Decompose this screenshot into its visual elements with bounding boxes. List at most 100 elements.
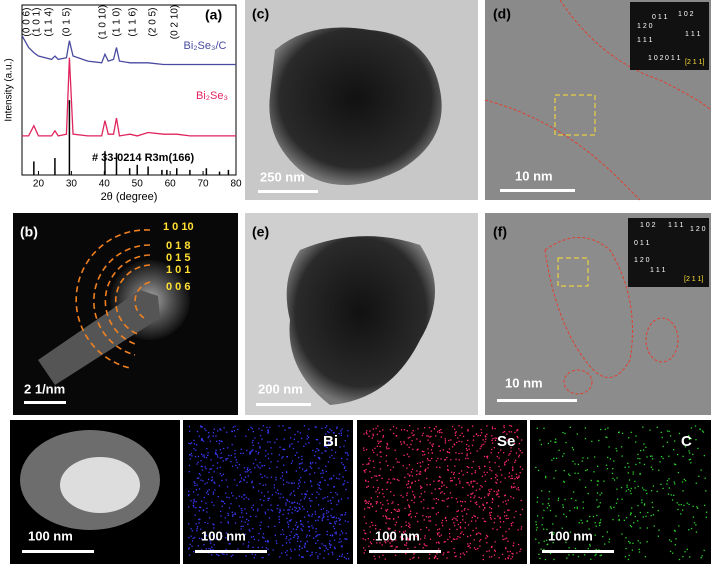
map-dot [334, 521, 336, 523]
map-dot [408, 464, 411, 466]
map-dot [428, 557, 430, 560]
map-dot [451, 497, 453, 499]
map-dot [201, 466, 203, 468]
x-tick-label: 40 [99, 179, 111, 190]
map-dot [491, 497, 494, 500]
map-dot [430, 449, 433, 451]
map-dot [688, 529, 690, 531]
map-dot [240, 452, 242, 455]
map-dot [475, 433, 478, 435]
map-dot [447, 497, 450, 499]
map-dot [510, 431, 513, 433]
map-dot [216, 467, 218, 469]
map-dot [299, 481, 301, 483]
map-dot [402, 538, 404, 540]
map-dot [413, 556, 415, 559]
map-dot [275, 476, 277, 479]
map-dot [290, 437, 292, 439]
map-dot [283, 438, 285, 440]
map-dot [265, 450, 267, 452]
map-dot [464, 507, 466, 510]
map-dot [196, 526, 199, 528]
map-dot [563, 513, 565, 515]
map-dot [218, 442, 221, 445]
map-dot [259, 467, 261, 469]
map-dot [466, 471, 468, 474]
map-dot [329, 442, 332, 444]
map-dot [400, 443, 403, 445]
map-dot [429, 520, 432, 522]
map-dot [394, 524, 396, 526]
map-dot [326, 510, 328, 512]
map-dot [464, 500, 466, 503]
map-dot [386, 518, 388, 520]
map-dot [323, 550, 326, 552]
map-dot [516, 552, 518, 554]
map-dot [637, 453, 639, 456]
map-dot [418, 473, 420, 475]
map-dot [634, 515, 636, 518]
map-dot [327, 484, 329, 486]
map-dot [366, 501, 368, 503]
map-dot [327, 430, 329, 433]
map-dot [315, 462, 317, 464]
map-dot [646, 456, 648, 458]
map-dot [410, 516, 413, 518]
map-dot [431, 444, 433, 446]
map-dot [635, 441, 637, 443]
map-dot [678, 558, 681, 561]
map-dot [467, 524, 470, 526]
map-dot [694, 425, 697, 427]
map-dot [329, 428, 331, 430]
map-dot [219, 428, 221, 430]
map-dot [437, 457, 439, 460]
map-dot [635, 463, 637, 466]
map-dot [447, 538, 449, 541]
map-dot [247, 467, 249, 469]
map-dot [473, 539, 475, 541]
map-dot [322, 497, 324, 500]
map-dot [201, 426, 203, 428]
map-dot [504, 538, 506, 540]
map-dot [277, 460, 279, 462]
map-dot [362, 463, 364, 466]
map-dot [697, 447, 699, 450]
map-dot [518, 442, 521, 445]
map-dot [612, 477, 614, 480]
map-dot [466, 513, 468, 515]
map-dot [407, 482, 409, 485]
map-dot [443, 493, 446, 495]
map-dot [334, 532, 336, 534]
map-dot [630, 512, 632, 514]
map-dot [253, 557, 255, 559]
map-dot [505, 547, 507, 549]
map-dot [454, 432, 456, 434]
map-dot [472, 486, 474, 488]
map-dot [267, 441, 269, 443]
map-dot [201, 469, 204, 471]
map-dot [670, 540, 672, 542]
map-dot [507, 499, 509, 501]
map-dot [641, 499, 643, 501]
map-dot [435, 542, 438, 544]
map-dot [321, 476, 323, 479]
map-dot [385, 446, 388, 448]
map-dot [236, 484, 238, 486]
map-dot [282, 483, 285, 486]
map-dot [220, 510, 222, 513]
map-dot [366, 433, 368, 435]
map-dot [380, 507, 383, 509]
map-dot [205, 548, 207, 550]
map-dot [193, 536, 196, 539]
map-dot [378, 492, 381, 494]
map-dot [470, 496, 472, 498]
map-dot [575, 537, 577, 539]
map-dot [217, 496, 219, 498]
map-dot [470, 520, 473, 522]
map-dot [434, 488, 436, 490]
map-dot [394, 548, 396, 551]
map-dot [395, 435, 397, 437]
map-dot [223, 553, 225, 555]
map-dot [690, 462, 692, 464]
map-dot [587, 547, 589, 550]
